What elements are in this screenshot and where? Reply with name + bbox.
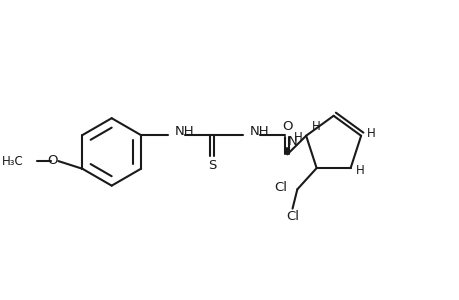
- Text: H: H: [311, 120, 319, 133]
- Text: Cl: Cl: [274, 181, 287, 194]
- Text: O: O: [47, 154, 58, 166]
- Text: O: O: [281, 120, 292, 133]
- Text: H: H: [355, 164, 364, 176]
- Text: NH: NH: [174, 125, 194, 138]
- Text: N: N: [287, 135, 297, 148]
- Text: Cl: Cl: [285, 210, 298, 223]
- Text: S: S: [207, 159, 216, 172]
- Text: H: H: [293, 131, 302, 145]
- Text: H: H: [365, 127, 375, 140]
- Text: NH: NH: [249, 125, 269, 138]
- Text: H₃C: H₃C: [2, 154, 23, 168]
